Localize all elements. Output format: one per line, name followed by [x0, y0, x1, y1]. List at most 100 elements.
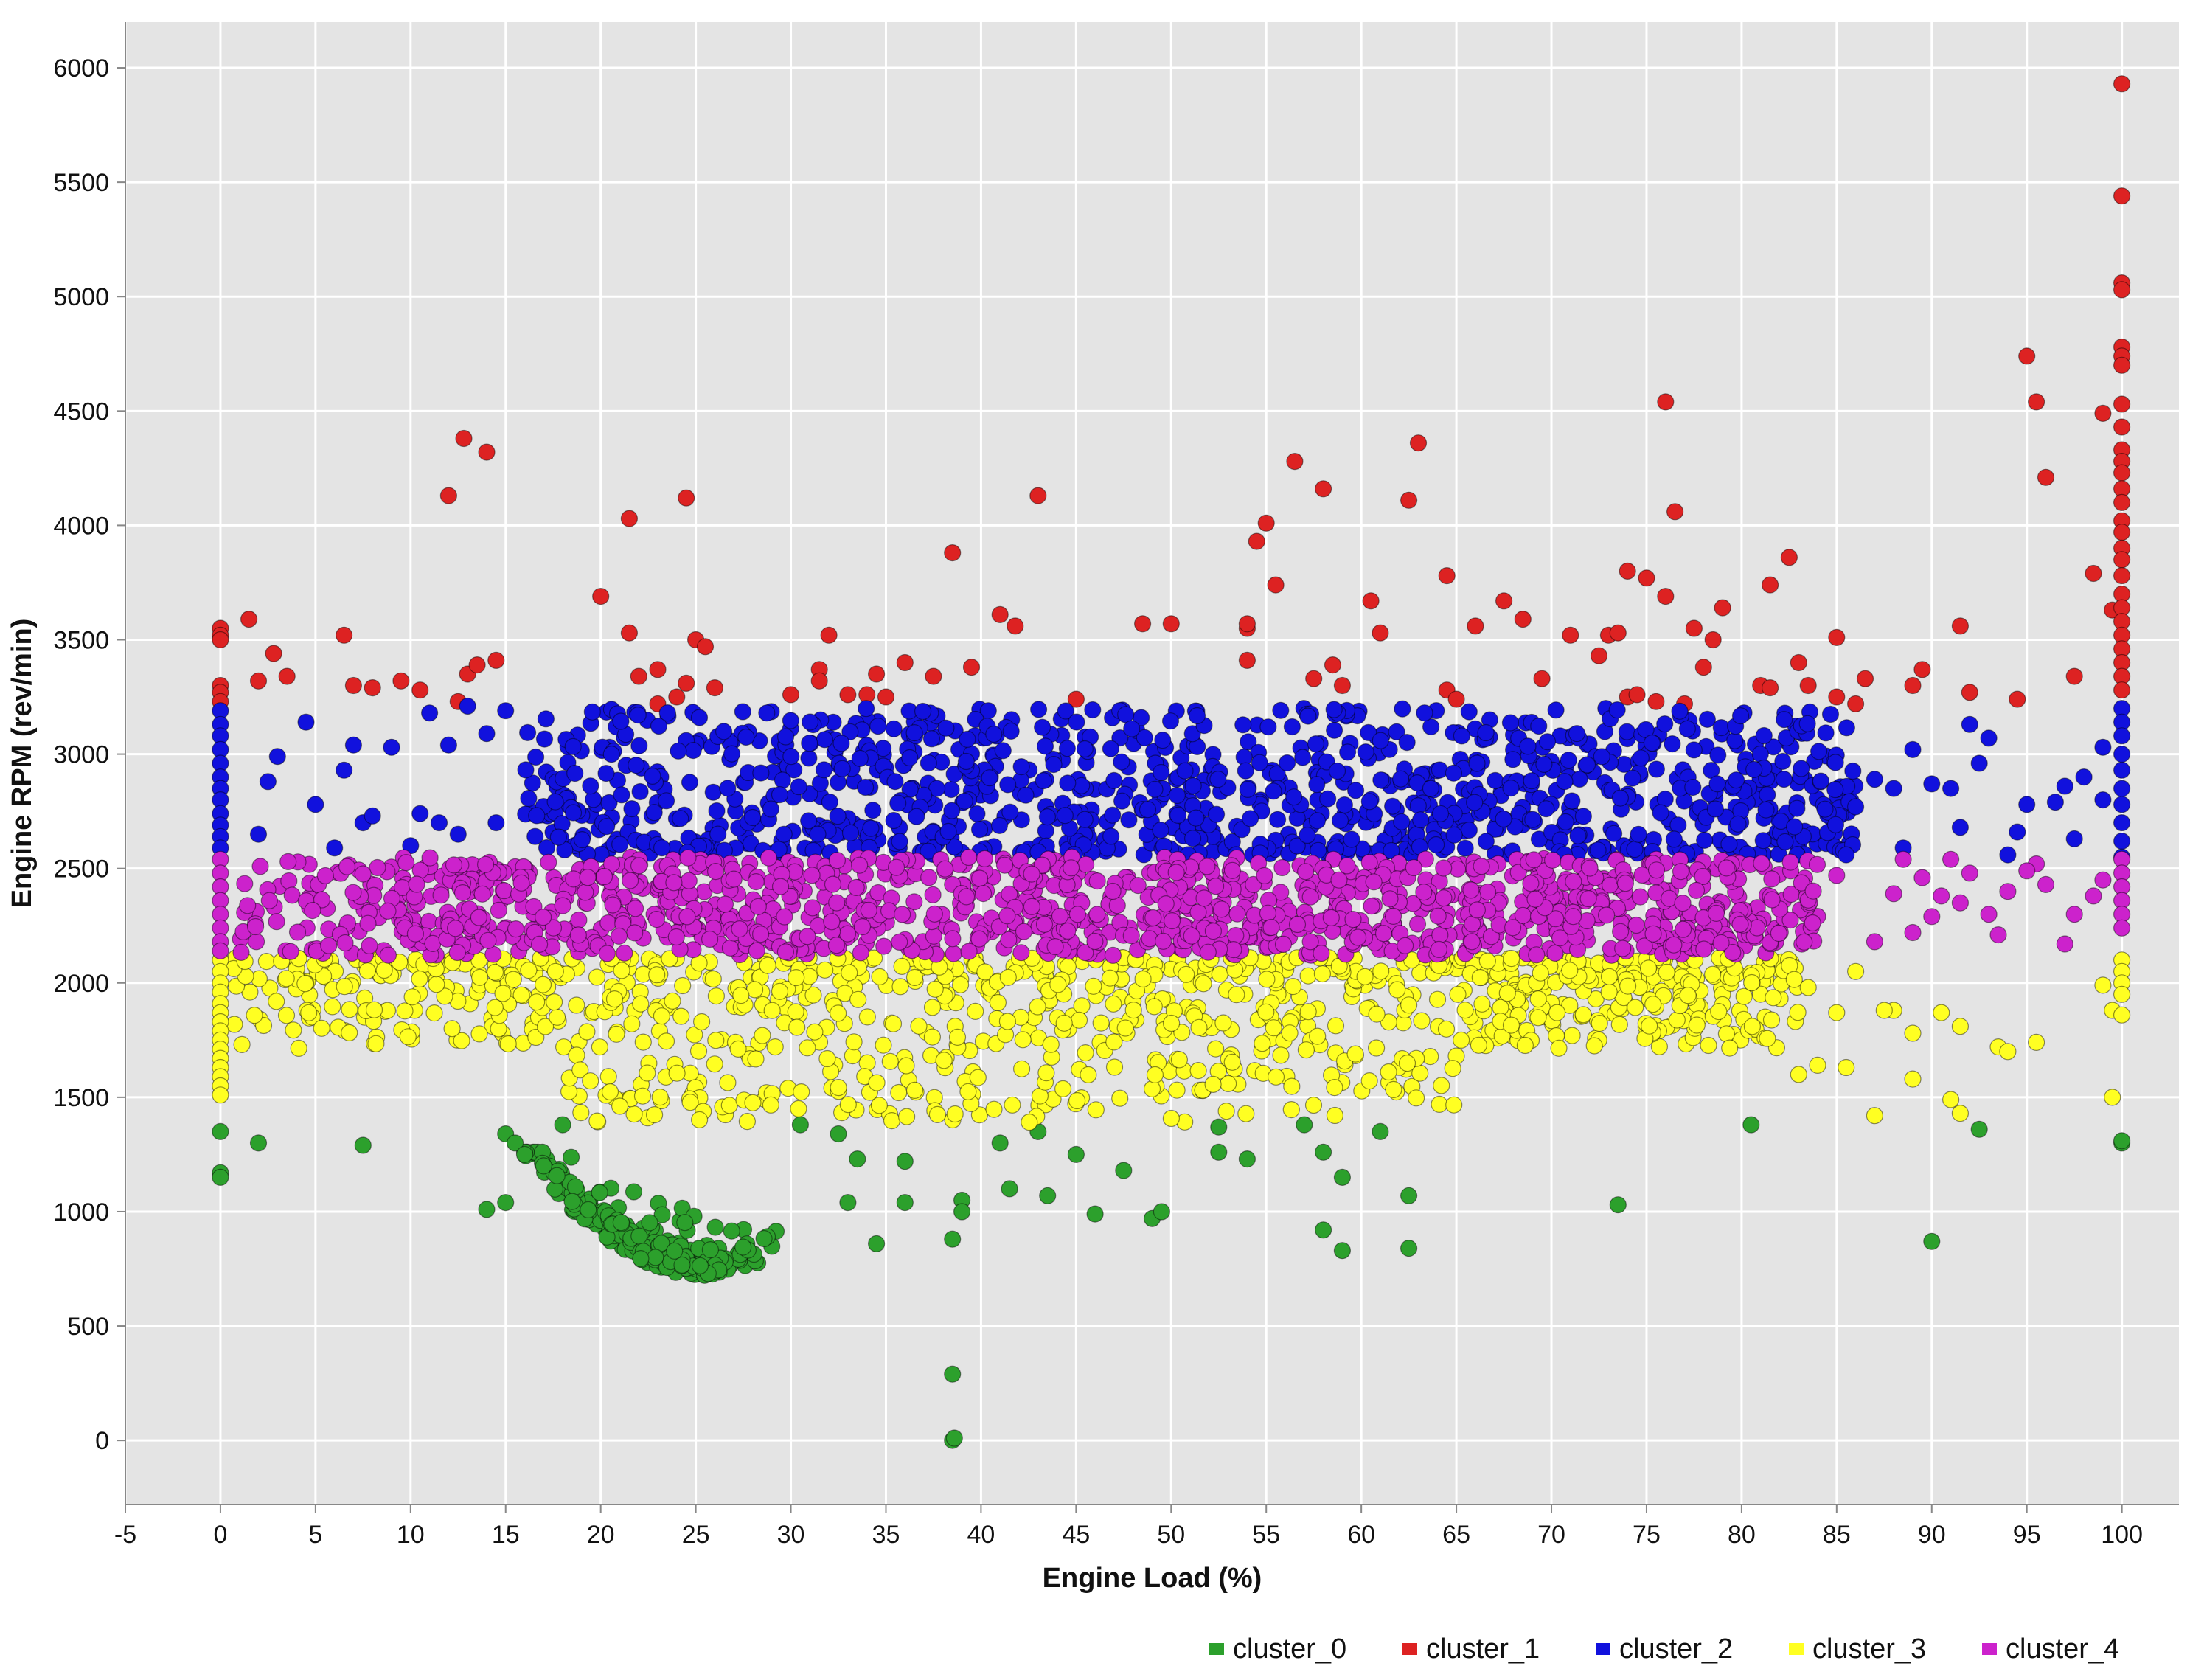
cluster_4-point [1933, 887, 1950, 905]
cluster_3-point [818, 1049, 836, 1068]
cluster_3-point [1073, 997, 1091, 1015]
cluster_3-point [527, 1028, 545, 1046]
x-tick-label: -5 [114, 1521, 136, 1549]
cluster_3-point [504, 971, 522, 988]
data-points [212, 75, 2131, 1449]
cluster_2-point [1618, 723, 1635, 740]
cluster_1-point [2113, 356, 2131, 374]
cluster_3-point [1710, 1002, 1728, 1021]
cluster_3-point [1004, 1096, 1021, 1114]
cluster_3-point [648, 966, 666, 984]
cluster_2-point [1557, 813, 1574, 831]
cluster_0-point [1238, 1150, 1256, 1168]
cluster_4-point [1546, 944, 1564, 962]
cluster_3-point [568, 1046, 585, 1064]
cluster_4-point [721, 939, 740, 957]
cluster_2-point [1207, 805, 1226, 823]
cluster_3-point [1498, 985, 1516, 1002]
cluster_4-point [1157, 895, 1175, 913]
cluster_2-point [528, 807, 546, 825]
cluster_4-point [1223, 861, 1242, 879]
cluster_2-point [816, 731, 834, 749]
cluster_2-point [1272, 701, 1290, 719]
cluster_2-point [943, 802, 961, 819]
cluster_3-point [1999, 1043, 2017, 1061]
x-tick-label: 50 [1157, 1521, 1185, 1549]
cluster_3-point [668, 1064, 686, 1082]
cluster_2-point [657, 792, 675, 810]
cluster_2-point [628, 756, 645, 774]
cluster_4-point [1228, 905, 1246, 923]
cluster_2-point [1530, 830, 1548, 848]
cluster_3-point [1206, 1040, 1225, 1058]
cluster_2-point [1468, 754, 1486, 772]
y-tick-label: 5500 [53, 169, 109, 197]
cluster_1-point [1007, 617, 1024, 635]
cluster_1-point [468, 656, 486, 674]
cluster_3-point [336, 978, 353, 996]
cluster_2-point [526, 748, 545, 766]
cluster_2-point [249, 825, 268, 843]
cluster_4-point [924, 886, 942, 903]
legend-swatch [1789, 1643, 1804, 1655]
cluster_0-point [1039, 1187, 1057, 1204]
cluster_4-point [995, 856, 1014, 874]
cluster_2-point [1487, 771, 1504, 790]
cluster_4-point [925, 905, 943, 923]
cluster_2-point [336, 761, 353, 779]
cluster_0-point [1400, 1187, 1418, 1204]
cluster_1-point [1495, 592, 1513, 610]
cluster_2-point [1308, 776, 1326, 794]
cluster_2-point [1798, 715, 1816, 732]
cluster_4-point [799, 928, 816, 945]
cluster_2-point [829, 807, 847, 825]
cluster_4-point [960, 848, 978, 867]
cluster_4-point [1144, 909, 1162, 927]
cluster_1-point [1847, 695, 1865, 713]
cluster_2-point [1188, 707, 1206, 725]
cluster_0-point [1153, 1203, 1171, 1221]
cluster_2-point [420, 704, 439, 722]
cluster_4-point [1301, 888, 1319, 906]
legend-item-cluster_2: cluster_2 [1596, 1634, 1733, 1665]
cluster_3-point [341, 1001, 358, 1018]
cluster_2-point [1786, 818, 1804, 836]
cluster_3-point [1563, 1027, 1581, 1044]
cluster_3-point [763, 1002, 781, 1019]
cluster_3-point [425, 1004, 443, 1022]
cluster_4-point [970, 869, 989, 887]
cluster_2-point [1299, 826, 1316, 844]
cluster_2-point [1942, 780, 1960, 797]
cluster_3-point [233, 1035, 251, 1054]
cluster_4-point [827, 937, 846, 954]
cluster_2-point [1184, 777, 1202, 795]
cluster_4-point [569, 926, 587, 944]
cluster_2-point [1308, 812, 1327, 830]
cluster_3-point [1385, 1080, 1402, 1099]
cluster_3-point [1866, 1107, 1883, 1125]
cluster_2-point [1183, 830, 1202, 847]
cluster_2-point [1251, 754, 1268, 771]
cluster_2-point [1453, 727, 1471, 745]
cluster_0-point [676, 1214, 694, 1232]
cluster_3-point [520, 961, 538, 979]
cluster_2-point [1523, 772, 1540, 790]
cluster_3-point [633, 1087, 652, 1105]
cluster_4-point [1980, 906, 1998, 923]
cluster_2-point [771, 785, 789, 804]
cluster_3-point [1055, 1014, 1073, 1032]
cluster_2-point [1338, 743, 1357, 761]
cluster_2-point [2018, 796, 2036, 813]
cluster_3-point [1847, 962, 1865, 980]
cluster_3-point [905, 1081, 924, 1100]
cluster_3-point [1809, 1056, 1826, 1075]
cluster_2-point [1669, 816, 1687, 834]
cluster_3-point [1284, 977, 1302, 996]
cluster_1-point [1762, 576, 1779, 594]
cluster_2-point [1331, 811, 1349, 830]
cluster_4-point [408, 875, 425, 893]
cluster_0-point [944, 1230, 962, 1248]
cluster_2-point [889, 794, 907, 812]
cluster_2-point [886, 773, 904, 791]
cluster_3-point [578, 1023, 596, 1041]
